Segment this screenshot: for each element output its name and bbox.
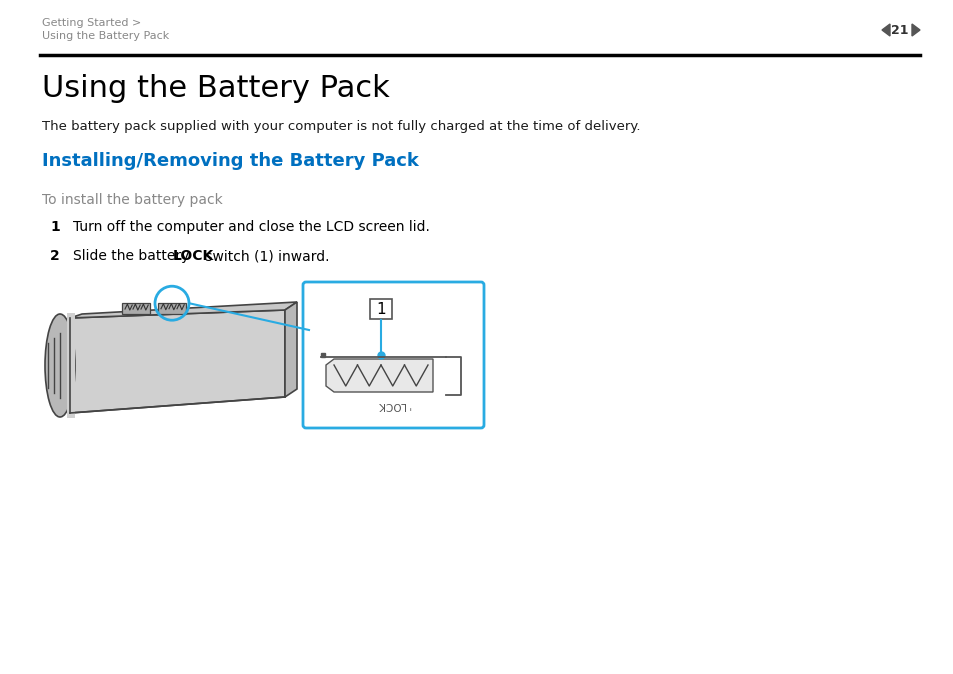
Text: 21: 21 [890, 24, 908, 36]
Text: Getting Started >: Getting Started > [42, 18, 141, 28]
Text: ': ' [409, 400, 411, 410]
Text: LOCK: LOCK [376, 400, 404, 410]
Polygon shape [285, 302, 296, 397]
Text: LOCK: LOCK [172, 249, 214, 263]
Polygon shape [326, 359, 433, 392]
Text: 2: 2 [50, 249, 60, 263]
FancyBboxPatch shape [303, 282, 483, 428]
Text: Using the Battery Pack: Using the Battery Pack [42, 74, 390, 103]
Polygon shape [158, 303, 186, 313]
Polygon shape [70, 310, 285, 413]
Text: 1: 1 [375, 301, 385, 317]
Polygon shape [67, 313, 75, 418]
Polygon shape [70, 302, 296, 318]
Text: Using the Battery Pack: Using the Battery Pack [42, 31, 169, 41]
Polygon shape [882, 24, 889, 36]
Text: The battery pack supplied with your computer is not fully charged at the time of: The battery pack supplied with your comp… [42, 120, 639, 133]
Text: To install the battery pack: To install the battery pack [42, 193, 222, 207]
Text: switch (1) inward.: switch (1) inward. [201, 249, 329, 263]
Polygon shape [911, 24, 919, 36]
Ellipse shape [45, 314, 75, 417]
Text: Installing/Removing the Battery Pack: Installing/Removing the Battery Pack [42, 152, 418, 170]
Bar [370, 299, 392, 319]
Text: 1: 1 [50, 220, 60, 234]
Text: Turn off the computer and close the LCD screen lid.: Turn off the computer and close the LCD … [73, 220, 430, 234]
Text: Slide the battery: Slide the battery [73, 249, 193, 263]
Polygon shape [122, 303, 150, 314]
